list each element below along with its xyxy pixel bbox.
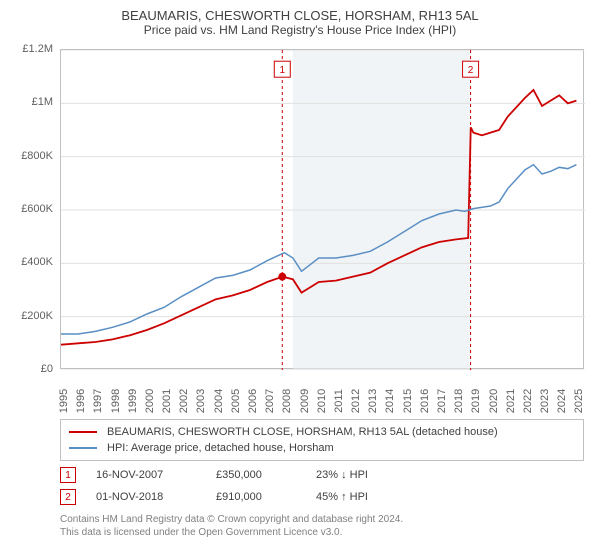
- sale-row: 1 16-NOV-2007 £350,000 23% ↓ HPI: [60, 467, 588, 483]
- legend-swatch: [69, 447, 97, 449]
- x-tick-label: 2018: [453, 389, 465, 413]
- legend-label: HPI: Average price, detached house, Hors…: [107, 442, 334, 454]
- x-tick-label: 2008: [282, 389, 294, 413]
- legend: BEAUMARIS, CHESWORTH CLOSE, HORSHAM, RH1…: [60, 419, 584, 461]
- y-tick-label: £0: [41, 363, 53, 375]
- x-tick-label: 2003: [196, 389, 208, 413]
- x-tick-label: 1998: [110, 389, 122, 413]
- x-tick-label: 2016: [419, 389, 431, 413]
- x-tick-label: 2007: [264, 389, 276, 413]
- svg-text:1: 1: [280, 65, 286, 76]
- legend-swatch: [69, 431, 97, 433]
- x-tick-label: 2012: [350, 389, 362, 413]
- x-tick-label: 2013: [367, 389, 379, 413]
- sale-delta: 45% ↑ HPI: [316, 491, 368, 503]
- sale-marker: 2: [60, 489, 76, 505]
- y-tick-label: £800K: [21, 150, 53, 162]
- chart-container: 12 £0£200K£400K£600K£800K£1M£1.2M 199519…: [12, 45, 588, 415]
- x-tick-label: 2011: [333, 389, 345, 413]
- x-tick-label: 2004: [213, 389, 225, 413]
- x-tick-label: 2001: [161, 389, 173, 413]
- x-tick-label: 1997: [93, 389, 105, 413]
- x-tick-label: 1999: [127, 389, 139, 413]
- x-tick-label: 2020: [488, 389, 500, 413]
- x-tick-label: 2014: [385, 389, 397, 413]
- footer-line-2: This data is licensed under the Open Gov…: [60, 526, 588, 539]
- footer-line-1: Contains HM Land Registry data © Crown c…: [60, 513, 588, 526]
- y-tick-label: £200K: [21, 310, 53, 322]
- x-tick-label: 2017: [436, 389, 448, 413]
- x-tick-label: 2002: [178, 389, 190, 413]
- footer: Contains HM Land Registry data © Crown c…: [60, 513, 588, 539]
- x-tick-label: 2025: [574, 389, 586, 413]
- x-tick-label: 2021: [505, 389, 517, 413]
- y-tick-label: £1M: [32, 96, 53, 108]
- chart-svg: 12: [61, 50, 585, 370]
- x-tick-label: 2022: [522, 389, 534, 413]
- chart-subtitle: Price paid vs. HM Land Registry's House …: [12, 23, 588, 37]
- sale-delta: 23% ↓ HPI: [316, 469, 368, 481]
- sale-row: 2 01-NOV-2018 £910,000 45% ↑ HPI: [60, 489, 588, 505]
- y-tick-label: £1.2M: [22, 43, 53, 55]
- x-tick-label: 2000: [144, 389, 156, 413]
- x-tick-label: 2023: [539, 389, 551, 413]
- x-tick-label: 2024: [556, 389, 568, 413]
- legend-item: HPI: Average price, detached house, Hors…: [69, 440, 575, 456]
- sale-marker: 1: [60, 467, 76, 483]
- x-tick-label: 2015: [402, 389, 414, 413]
- y-tick-label: £600K: [21, 203, 53, 215]
- chart-title: BEAUMARIS, CHESWORTH CLOSE, HORSHAM, RH1…: [12, 8, 588, 23]
- plot-area: 12: [60, 49, 584, 369]
- sale-price: £350,000: [216, 469, 296, 481]
- svg-text:2: 2: [468, 65, 474, 76]
- x-tick-label: 2010: [316, 389, 328, 413]
- x-tick-label: 2019: [471, 389, 483, 413]
- x-tick-label: 1995: [58, 389, 70, 413]
- x-tick-label: 2006: [247, 389, 259, 413]
- sale-date: 16-NOV-2007: [96, 469, 196, 481]
- legend-label: BEAUMARIS, CHESWORTH CLOSE, HORSHAM, RH1…: [107, 426, 498, 438]
- x-tick-label: 2009: [299, 389, 311, 413]
- y-tick-label: £400K: [21, 256, 53, 268]
- x-tick-label: 2005: [230, 389, 242, 413]
- sale-price: £910,000: [216, 491, 296, 503]
- x-tick-label: 1996: [75, 389, 87, 413]
- legend-item: BEAUMARIS, CHESWORTH CLOSE, HORSHAM, RH1…: [69, 424, 575, 440]
- sale-date: 01-NOV-2018: [96, 491, 196, 503]
